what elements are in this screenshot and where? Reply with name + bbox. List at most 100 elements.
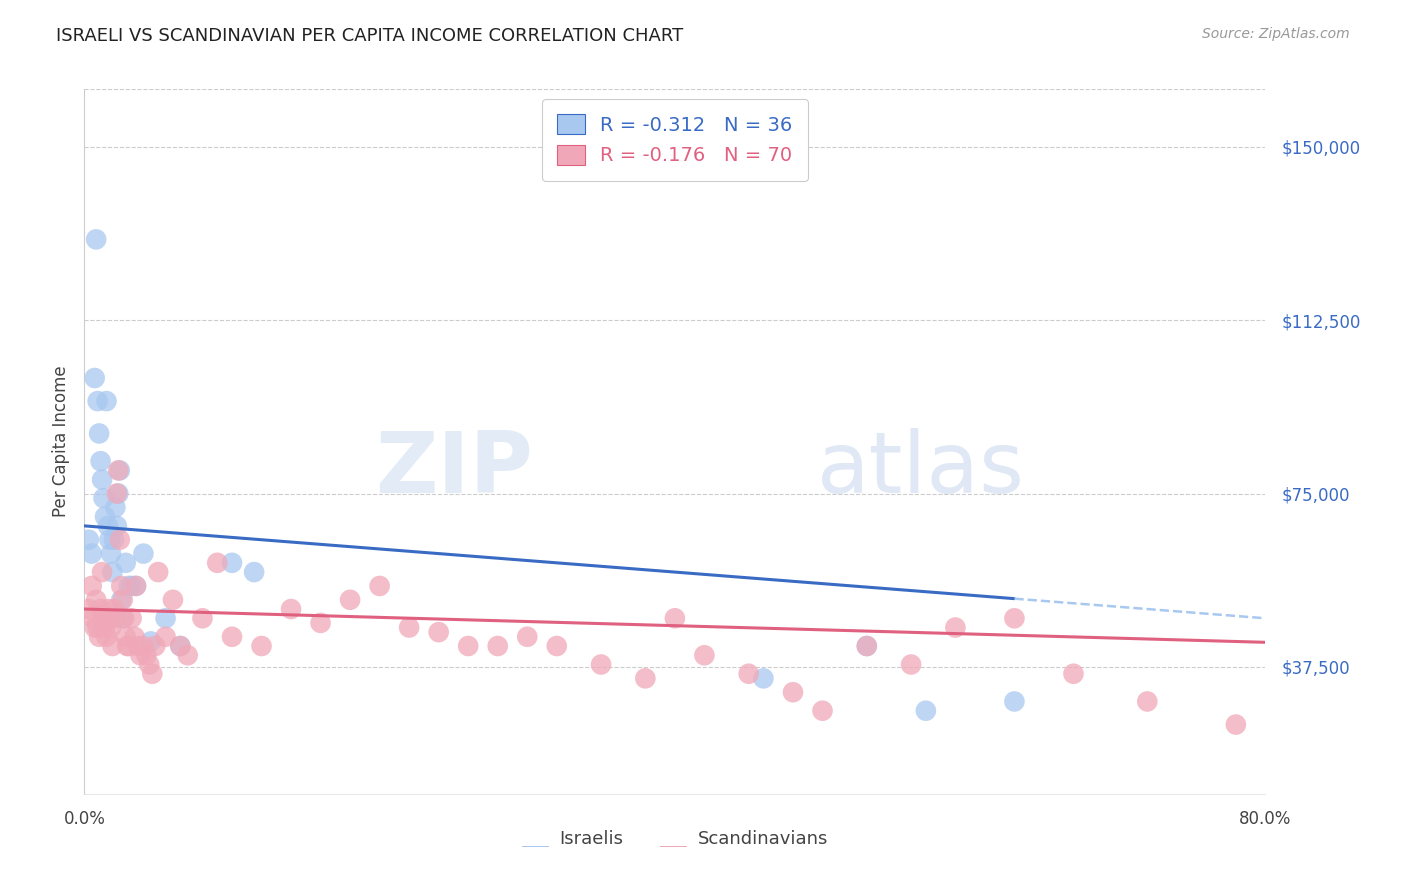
Point <box>1004 611 1026 625</box>
Point <box>782 685 804 699</box>
Point <box>107 486 129 500</box>
Point <box>1004 694 1026 708</box>
Point <box>91 565 114 579</box>
Point <box>80 547 103 561</box>
Point <box>96 394 118 409</box>
Point <box>148 565 170 579</box>
Point <box>100 621 122 635</box>
Point <box>132 547 155 561</box>
Point <box>634 671 657 685</box>
Point <box>100 547 122 561</box>
Point <box>221 630 243 644</box>
Point <box>115 639 138 653</box>
Point <box>108 533 131 547</box>
Point <box>309 615 332 630</box>
Point <box>86 394 108 409</box>
Point <box>132 639 155 653</box>
Point <box>91 473 114 487</box>
Point <box>127 639 149 653</box>
Point <box>98 533 121 547</box>
Point <box>82 611 104 625</box>
Point <box>94 621 117 635</box>
Point <box>693 648 716 663</box>
Point <box>90 454 112 468</box>
Point <box>124 630 146 644</box>
Point <box>80 579 103 593</box>
Point <box>84 232 107 246</box>
Point <box>77 602 100 616</box>
Point <box>111 592 134 607</box>
Point <box>104 500 127 515</box>
Point <box>101 639 124 653</box>
Point <box>856 639 879 653</box>
Point <box>83 621 105 635</box>
Point <box>191 611 214 625</box>
Point <box>125 579 148 593</box>
Point <box>945 621 967 635</box>
Point <box>93 611 115 625</box>
Point <box>104 611 127 625</box>
Point <box>752 671 775 685</box>
Point <box>111 611 134 625</box>
Text: atlas: atlas <box>817 428 1025 511</box>
Point <box>139 634 162 648</box>
Point <box>97 519 120 533</box>
Point <box>207 556 229 570</box>
Point <box>101 565 124 579</box>
Point <box>97 602 120 616</box>
Point <box>1136 694 1159 708</box>
Point <box>114 556 136 570</box>
Point <box>105 519 128 533</box>
Point <box>98 611 121 625</box>
Point <box>1225 717 1247 731</box>
Point <box>86 621 108 635</box>
Point <box>103 533 125 547</box>
Point <box>118 639 141 653</box>
Point <box>221 556 243 570</box>
Point <box>143 639 166 653</box>
Point <box>1063 666 1085 681</box>
Point <box>105 486 128 500</box>
Point <box>110 579 132 593</box>
Point <box>243 565 266 579</box>
Point <box>93 491 115 505</box>
Point <box>77 533 100 547</box>
Y-axis label: Per Capita Income: Per Capita Income <box>52 366 70 517</box>
Point <box>155 611 177 625</box>
Point <box>169 639 191 653</box>
Point <box>516 630 538 644</box>
Point <box>118 579 141 593</box>
Point <box>84 592 107 607</box>
Point <box>900 657 922 672</box>
Point <box>250 639 273 653</box>
Point <box>87 426 111 441</box>
Point <box>856 639 879 653</box>
Point <box>155 630 177 644</box>
Point <box>96 630 118 644</box>
Point <box>135 648 157 663</box>
Point <box>121 579 143 593</box>
Point <box>112 611 135 625</box>
Point <box>457 639 479 653</box>
Point <box>162 592 184 607</box>
Point <box>125 579 148 593</box>
Point <box>177 648 200 663</box>
Point <box>546 639 568 653</box>
Point <box>738 666 761 681</box>
Point <box>121 611 143 625</box>
Point <box>94 509 117 524</box>
Legend: Israelis, Scandinavians: Israelis, Scandinavians <box>515 822 835 855</box>
Point <box>280 602 302 616</box>
Text: ZIP: ZIP <box>375 428 533 511</box>
Text: ISRAELI VS SCANDINAVIAN PER CAPITA INCOME CORRELATION CHART: ISRAELI VS SCANDINAVIAN PER CAPITA INCOM… <box>56 27 683 45</box>
Point <box>398 621 420 635</box>
Point <box>427 625 450 640</box>
Point <box>107 463 129 477</box>
Point <box>368 579 391 593</box>
Point <box>87 630 111 644</box>
Point <box>169 639 191 653</box>
Point <box>141 666 163 681</box>
Point <box>486 639 509 653</box>
Point <box>90 602 112 616</box>
Point <box>83 371 105 385</box>
